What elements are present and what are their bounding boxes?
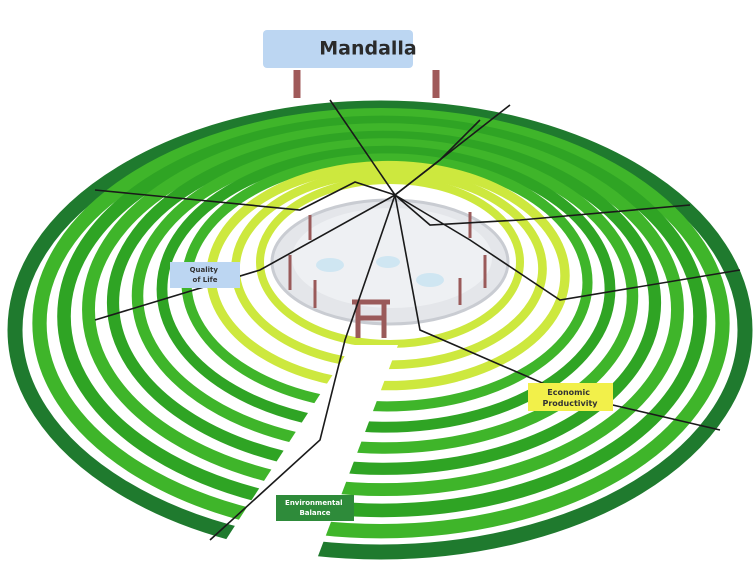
fence-posts xyxy=(288,212,487,308)
ring xyxy=(256,176,524,348)
duck xyxy=(416,273,444,287)
label-line: Environmental xyxy=(285,499,342,507)
ring xyxy=(32,108,730,539)
duck xyxy=(376,256,400,268)
ring xyxy=(57,115,707,518)
label-box xyxy=(276,495,354,521)
label: Quality of Life xyxy=(190,266,221,284)
ring xyxy=(131,138,639,454)
duck xyxy=(316,258,344,272)
label-box xyxy=(528,383,613,411)
label-line: Economic xyxy=(547,388,590,397)
label-box xyxy=(170,262,240,288)
title-sign xyxy=(263,30,413,68)
walkway xyxy=(205,345,398,572)
ring xyxy=(7,100,753,560)
label: Economic Productivity xyxy=(542,388,598,408)
ring xyxy=(82,123,684,497)
title: Mandalla xyxy=(319,38,417,60)
label: Environmental Balance xyxy=(285,499,345,517)
irrigation-lines xyxy=(94,99,741,541)
label-line: Quality xyxy=(190,266,219,274)
label-line: Productivity xyxy=(542,399,598,408)
ring xyxy=(106,130,662,475)
label-line: of Life xyxy=(193,276,218,284)
ring xyxy=(156,145,616,433)
garden-rings xyxy=(7,100,753,560)
label-line: Balance xyxy=(299,509,330,517)
